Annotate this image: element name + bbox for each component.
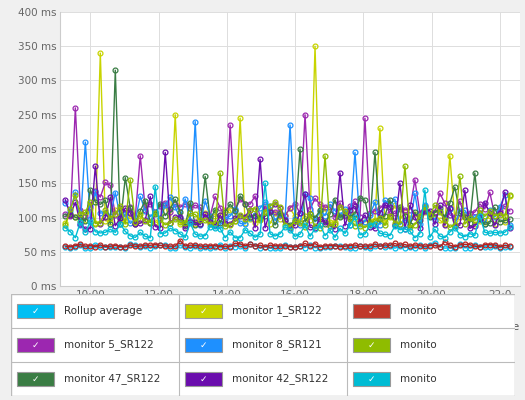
Text: monitor 5_SR122: monitor 5_SR122 xyxy=(64,340,154,350)
Text: ✓: ✓ xyxy=(368,374,375,384)
FancyBboxPatch shape xyxy=(185,304,222,318)
FancyBboxPatch shape xyxy=(353,372,390,386)
Text: monito: monito xyxy=(400,374,437,384)
Text: Rollup average: Rollup average xyxy=(64,306,142,316)
Text: monitor 42_SR122: monitor 42_SR122 xyxy=(232,374,329,384)
Text: Time: Time xyxy=(492,322,520,332)
FancyBboxPatch shape xyxy=(10,294,514,396)
Text: ✓: ✓ xyxy=(200,374,207,384)
Text: monitor 8_SR121: monitor 8_SR121 xyxy=(232,340,322,350)
Text: ✓: ✓ xyxy=(200,340,207,350)
Text: ✓: ✓ xyxy=(32,340,39,350)
FancyBboxPatch shape xyxy=(185,338,222,352)
Text: monitor 1_SR122: monitor 1_SR122 xyxy=(232,306,322,316)
FancyBboxPatch shape xyxy=(17,304,54,318)
Text: monitor 47_SR122: monitor 47_SR122 xyxy=(64,374,161,384)
Text: monito: monito xyxy=(400,306,437,316)
Text: ✓: ✓ xyxy=(32,306,39,316)
FancyBboxPatch shape xyxy=(17,372,54,386)
FancyBboxPatch shape xyxy=(185,372,222,386)
Text: ✓: ✓ xyxy=(368,306,375,316)
Text: ✓: ✓ xyxy=(200,306,207,316)
Text: ✓: ✓ xyxy=(32,374,39,384)
Text: monito: monito xyxy=(400,340,437,350)
Text: ✓: ✓ xyxy=(368,340,375,350)
FancyBboxPatch shape xyxy=(17,338,54,352)
FancyBboxPatch shape xyxy=(353,338,390,352)
FancyBboxPatch shape xyxy=(353,304,390,318)
